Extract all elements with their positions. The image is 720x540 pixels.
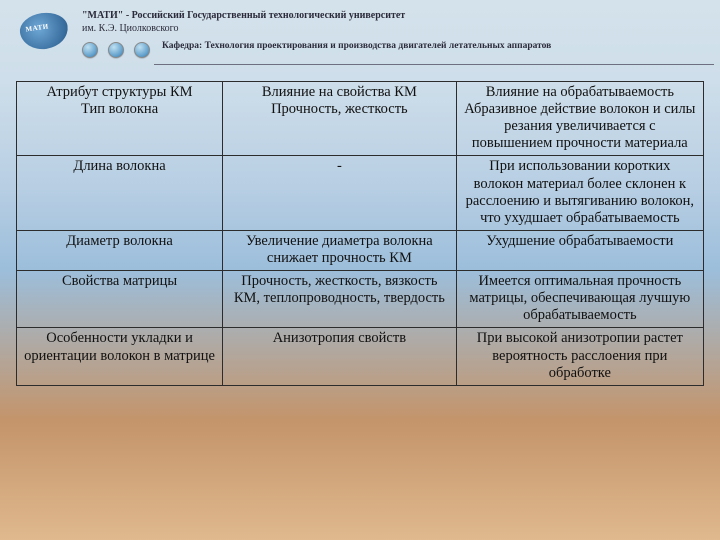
slide-header: "МАТИ" - Российский Государственный техн… bbox=[0, 0, 720, 69]
cell-text: Абразивное действие волокон и силы резан… bbox=[463, 101, 697, 152]
slide: "МАТИ" - Российский Государственный техн… bbox=[0, 0, 720, 540]
mati-logo-icon bbox=[18, 10, 71, 52]
header-divider bbox=[154, 64, 714, 65]
cell-text: Тип волокна bbox=[23, 101, 216, 118]
university-subtitle: им. К.Э. Циолковского bbox=[82, 23, 714, 36]
table-cell: Диаметр волокна bbox=[17, 230, 223, 270]
col-header: Атрибут структуры КМ bbox=[23, 84, 216, 101]
table-header-cell: Атрибут структуры КМ Тип волокна bbox=[17, 82, 223, 156]
dept-sphere-icon bbox=[134, 42, 150, 58]
col-header: Влияние на свойства КМ bbox=[229, 84, 450, 101]
col-header: Влияние на обрабатываемость bbox=[463, 84, 697, 101]
logo-wrap bbox=[14, 8, 74, 54]
department-label: Кафедра: bbox=[162, 41, 202, 51]
table-cell: При использовании коротких волокон матер… bbox=[456, 156, 703, 230]
table-header-cell: Влияние на свойства КМ Прочность, жестко… bbox=[223, 82, 457, 156]
table-row: Особенности укладки и ориентации волокон… bbox=[17, 328, 704, 385]
department-row: Кафедра: Технология проектирования и про… bbox=[82, 41, 714, 58]
university-title: "МАТИ" - Российский Государственный техн… bbox=[82, 10, 714, 23]
table-cell: Особенности укладки и ориентации волокон… bbox=[17, 328, 223, 385]
table-cell: Имеется оптимальная прочность матрицы, о… bbox=[456, 271, 703, 328]
table-cell: Анизотропия свойств bbox=[223, 328, 457, 385]
table-row: Диаметр волокна Увеличение диаметра воло… bbox=[17, 230, 704, 270]
table-cell: Свойства матрицы bbox=[17, 271, 223, 328]
dept-sphere-icon bbox=[108, 42, 124, 58]
dept-sphere-icon bbox=[82, 42, 98, 58]
header-text-block: "МАТИ" - Российский Государственный техн… bbox=[82, 8, 714, 65]
department-name: Технология проектирования и производства… bbox=[205, 41, 552, 51]
department-icons bbox=[82, 42, 150, 58]
table-row: Атрибут структуры КМ Тип волокна Влияние… bbox=[17, 82, 704, 156]
km-attributes-table: Атрибут структуры КМ Тип волокна Влияние… bbox=[16, 81, 704, 386]
table-cell: Увеличение диаметра волокна снижает проч… bbox=[223, 230, 457, 270]
table-cell: Прочность, жесткость, вязкость КМ, тепло… bbox=[223, 271, 457, 328]
table-cell: - bbox=[223, 156, 457, 230]
table-cell: Ухудшение обрабатываемости bbox=[456, 230, 703, 270]
table-row: Длина волокна - При использовании коротк… bbox=[17, 156, 704, 230]
cell-text: Прочность, жесткость bbox=[229, 101, 450, 118]
table-header-cell: Влияние на обрабатываемость Абразивное д… bbox=[456, 82, 703, 156]
table-cell: При высокой анизотропии растет вероятнос… bbox=[456, 328, 703, 385]
table-row: Свойства матрицы Прочность, жесткость, в… bbox=[17, 271, 704, 328]
table-cell: Длина волокна bbox=[17, 156, 223, 230]
department-text: Кафедра: Технология проектирования и про… bbox=[162, 41, 551, 52]
table-wrap: Атрибут структуры КМ Тип волокна Влияние… bbox=[16, 81, 704, 386]
table-body: Атрибут структуры КМ Тип волокна Влияние… bbox=[17, 82, 704, 386]
